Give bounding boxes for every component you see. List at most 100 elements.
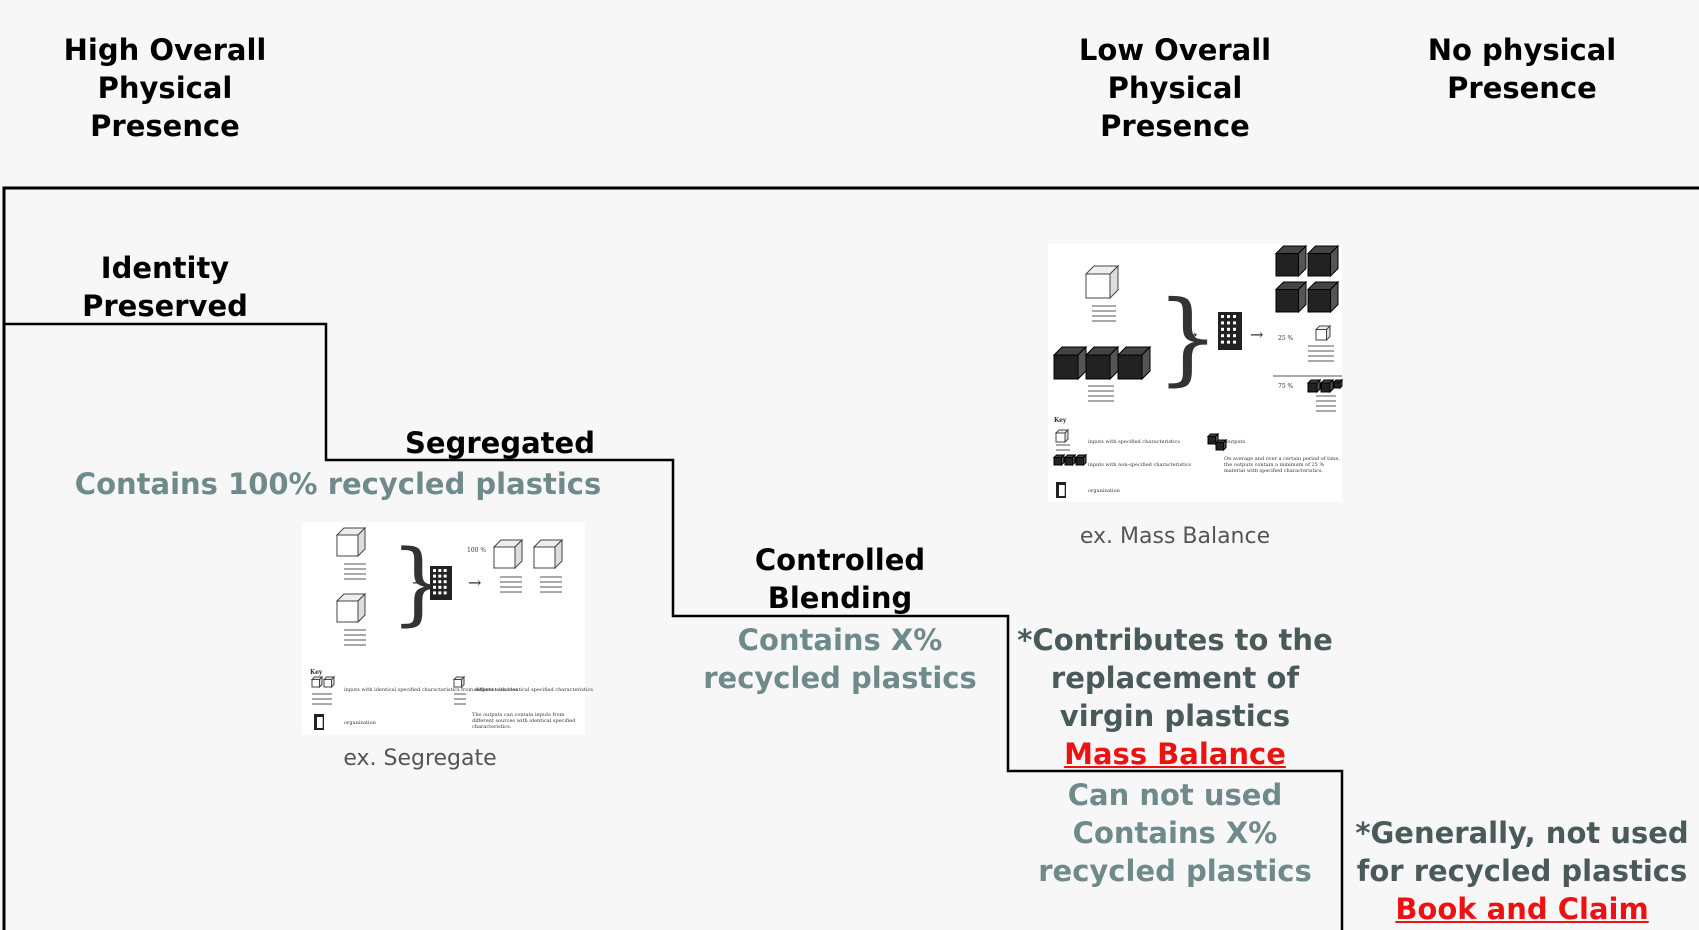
header-line: Physical <box>64 69 267 107</box>
building-window <box>433 575 436 578</box>
building-window <box>1227 315 1230 318</box>
building-window <box>438 586 441 589</box>
key-item-box: The outputs can contain inputs from diff… <box>472 712 582 736</box>
building-window <box>444 569 447 572</box>
cube-front <box>1054 458 1062 466</box>
building-window <box>1221 315 1224 318</box>
cube-front <box>1308 383 1317 392</box>
building-window <box>433 591 436 594</box>
cube-front <box>1334 382 1340 388</box>
cube-front <box>1065 458 1073 466</box>
building-window <box>1062 493 1065 496</box>
header-high: High Overall Physical Presence <box>64 31 267 145</box>
cube-front <box>1076 458 1084 466</box>
cube-front <box>312 680 320 688</box>
cube-front <box>337 601 358 622</box>
building-window <box>1227 341 1230 344</box>
cube-front <box>1208 437 1216 445</box>
building-window <box>444 580 447 583</box>
level-title: Controlled Blending <box>755 541 925 617</box>
building-window <box>433 586 436 589</box>
building-window <box>438 569 441 572</box>
cube-front <box>1118 355 1142 379</box>
description-line: recycled plastics <box>1038 852 1312 890</box>
level-title: Mass Balance <box>1064 735 1286 773</box>
note-line: *Contributes to the <box>1017 621 1332 659</box>
building-window <box>1221 341 1224 344</box>
cube-front <box>1308 254 1331 277</box>
arrow: → <box>468 573 481 592</box>
figure-caption: ex. Mass Balance <box>1080 524 1270 549</box>
description-line: recycled plastics <box>703 659 977 697</box>
building-window <box>1221 321 1224 324</box>
building-window <box>1233 321 1236 324</box>
header-line: Low Overall <box>1079 31 1271 69</box>
title-line: Segregated <box>405 424 595 462</box>
building-window <box>1233 341 1236 344</box>
building-window <box>438 575 441 578</box>
description-line: Contains X% <box>1038 814 1312 852</box>
title-line: Controlled <box>755 541 925 579</box>
building-window <box>444 575 447 578</box>
level-description: Contains 100% recycled plastics <box>75 465 601 503</box>
building-window <box>438 580 441 583</box>
cube-front <box>1276 290 1299 313</box>
key-item-box: On average and over a certain period of … <box>1224 456 1340 480</box>
key-title: Key <box>1054 417 1067 424</box>
key-item: organization <box>1088 488 1121 494</box>
level-title: Book and Claim <box>1395 890 1648 928</box>
arrow: → <box>1250 325 1263 344</box>
cube-side <box>1340 380 1342 388</box>
title-line: Identity <box>82 249 248 287</box>
cube-front <box>1308 290 1331 313</box>
note-line: for recycled plastics <box>1355 852 1688 890</box>
header-line: No physical <box>1428 31 1617 69</box>
percent-label: 75 % <box>1278 383 1294 390</box>
building-window <box>1233 315 1236 318</box>
cube-front <box>494 547 515 568</box>
header-line: Presence <box>1079 107 1271 145</box>
key-item: outputs with identical specified charact… <box>474 687 593 693</box>
cube-front <box>1321 383 1330 392</box>
key-item: inputs with non-specified characteristic… <box>1088 462 1192 468</box>
header-line: Physical <box>1079 69 1271 107</box>
note-line: virgin plastics <box>1017 697 1332 735</box>
cube-side <box>1073 455 1076 465</box>
cube-side <box>1084 455 1087 465</box>
cube-side <box>332 677 335 687</box>
building-window <box>1221 334 1224 337</box>
header-low: Low Overall Physical Presence <box>1079 31 1271 145</box>
description-line: Contains 100% recycled plastics <box>75 465 601 503</box>
note-line: replacement of <box>1017 659 1332 697</box>
cube-front <box>324 680 332 688</box>
page: { "header": { "high": ["High Overall", "… <box>0 0 1699 930</box>
title-line: Blending <box>755 579 925 617</box>
level-description: Can not used Contains X% recycled plasti… <box>1038 776 1312 890</box>
building-window <box>1227 334 1230 337</box>
level-title: Identity Preserved <box>82 249 248 325</box>
building-window <box>1233 334 1236 337</box>
building-window <box>433 569 436 572</box>
cube-front <box>1086 355 1110 379</box>
header-line: Presence <box>64 107 267 145</box>
cube-front <box>1276 254 1299 277</box>
building-window <box>1221 328 1224 331</box>
arrow: → <box>412 573 425 592</box>
header-line: Presence <box>1428 69 1617 107</box>
mass-balance-figure: } → → 25 % 75 % Key inputs with specifie… <box>1048 244 1342 502</box>
key-item: outputs <box>1226 439 1246 445</box>
arrow: → <box>1184 325 1197 344</box>
segregate-figure: } → → 100 % Key inputs with identical sp… <box>302 522 593 736</box>
building-window <box>1233 328 1236 331</box>
key-item: The outputs can contain inputs from diff… <box>472 712 582 730</box>
level-title: Segregated <box>405 424 595 462</box>
key-item: organization <box>344 720 377 726</box>
cube-front <box>1056 433 1065 442</box>
cube-front <box>337 535 358 556</box>
title-line: Preserved <box>82 287 248 325</box>
cube-side <box>320 677 323 687</box>
cube-front <box>1086 274 1110 298</box>
building-window <box>1227 321 1230 324</box>
cube-front <box>1316 330 1327 341</box>
description-line: Can not used <box>1038 776 1312 814</box>
